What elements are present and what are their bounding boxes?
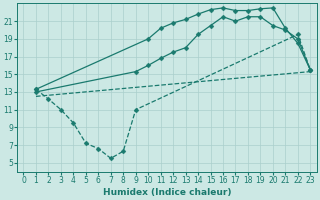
X-axis label: Humidex (Indice chaleur): Humidex (Indice chaleur) [103, 188, 231, 197]
